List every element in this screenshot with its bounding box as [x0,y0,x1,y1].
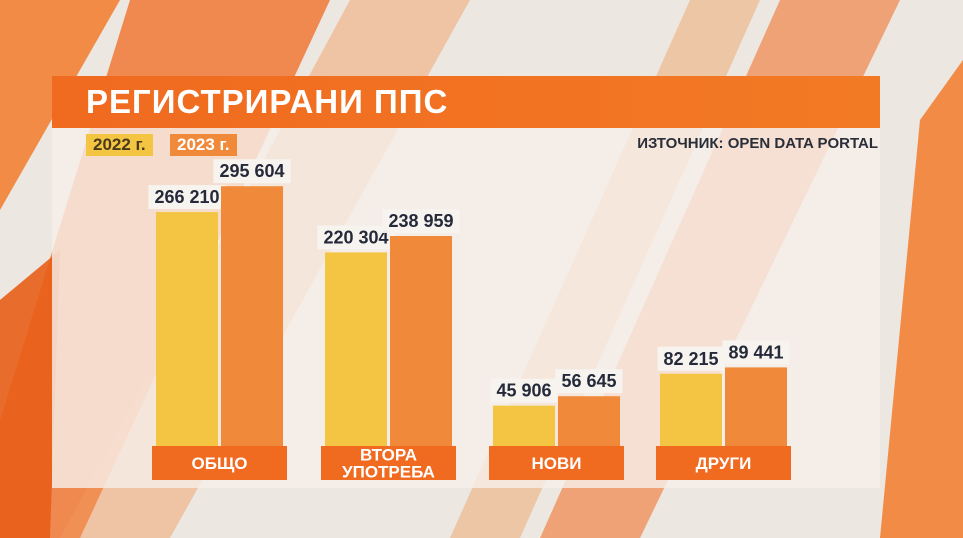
chart-title: РЕГИСТРИРАНИ ППС [86,83,449,120]
category-label: ДРУГИ [696,454,752,473]
value-label: 56 645 [561,371,616,391]
bar-2022 [493,405,555,446]
value-label: 45 906 [496,381,551,401]
value-label-box [148,185,226,210]
value-label-box [722,340,790,365]
value-label-box [657,346,725,371]
category-label: УПОТРЕБА [342,463,435,482]
category-label: НОВИ [532,454,582,473]
value-label: 89 441 [728,342,783,362]
value-label: 266 210 [154,187,219,207]
value-label: 238 959 [388,211,453,231]
value-label: 82 215 [663,349,718,369]
bar-2022 [660,373,722,446]
value-label-box [382,209,460,234]
category-band [321,446,456,480]
category-band [152,446,287,480]
category-band [656,446,791,480]
legend-2022: 2022 г. [86,134,153,156]
value-label-box [213,159,291,184]
legend-2023: 2023 г. [170,134,237,156]
value-label-box [317,225,395,250]
bar-2023 [558,396,620,446]
value-label: 220 304 [323,227,388,247]
bar-2022 [156,212,218,446]
bar-2023 [221,186,283,446]
bar-2022 [325,252,387,446]
category-label: ОБЩО [192,454,248,473]
value-label-box [490,378,558,403]
bar-2023 [725,367,787,446]
title-bar: РЕГИСТРИРАНИ ППС [52,76,880,128]
value-label: 295 604 [219,161,284,181]
category-band [489,446,624,480]
value-label-box [555,369,623,394]
source-note: ИЗТОЧНИК: OPEN DATA PORTAL [637,135,878,152]
bar-2023 [390,236,452,446]
category-label: ВТОРА [360,446,417,465]
